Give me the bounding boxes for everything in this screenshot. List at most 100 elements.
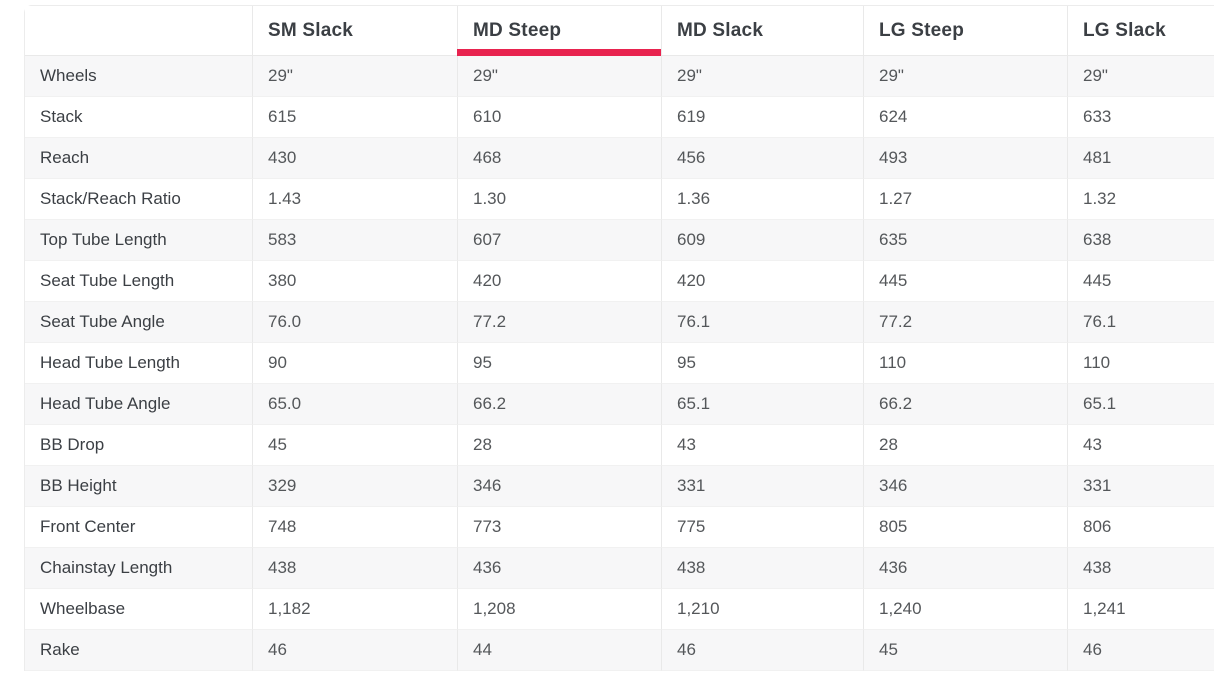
row-label: Wheels xyxy=(25,56,252,97)
cell: 28 xyxy=(863,425,1067,466)
column-header-md-slack[interactable]: MD Slack xyxy=(661,6,863,56)
cell: 29" xyxy=(252,56,457,97)
cell: 748 xyxy=(252,507,457,548)
cell: 46 xyxy=(661,630,863,671)
row-label: Rake xyxy=(25,630,252,671)
cell: 438 xyxy=(1067,548,1214,589)
cell: 430 xyxy=(252,138,457,179)
column-header-sm-slack[interactable]: SM Slack xyxy=(252,6,457,56)
cell: 380 xyxy=(252,261,457,302)
cell: 1.30 xyxy=(457,179,661,220)
cell: 329 xyxy=(252,466,457,507)
cell: 29" xyxy=(661,56,863,97)
cell: 346 xyxy=(457,466,661,507)
cell: 583 xyxy=(252,220,457,261)
cell: 481 xyxy=(1067,138,1214,179)
header-cell-empty xyxy=(25,6,252,56)
cell: 615 xyxy=(252,97,457,138)
table-row: BB Drop 45 28 43 28 43 xyxy=(25,425,1214,466)
cell: 438 xyxy=(252,548,457,589)
row-label: BB Drop xyxy=(25,425,252,466)
cell: 110 xyxy=(863,343,1067,384)
cell: 806 xyxy=(1067,507,1214,548)
cell: 1,182 xyxy=(252,589,457,630)
cell: 609 xyxy=(661,220,863,261)
table-row: Rake 46 44 46 45 46 xyxy=(25,630,1214,671)
cell: 76.0 xyxy=(252,302,457,343)
cell: 1.32 xyxy=(1067,179,1214,220)
column-header-md-steep[interactable]: MD Steep xyxy=(457,6,661,56)
row-label: Reach xyxy=(25,138,252,179)
cell: 29" xyxy=(457,56,661,97)
table-row: Stack/Reach Ratio 1.43 1.30 1.36 1.27 1.32 xyxy=(25,179,1214,220)
cell: 346 xyxy=(863,466,1067,507)
header-row: SM Slack MD Steep MD Slack LG Steep LG S… xyxy=(25,6,1214,56)
cell: 66.2 xyxy=(863,384,1067,425)
table-row: Seat Tube Length 380 420 420 445 445 xyxy=(25,261,1214,302)
cell: 76.1 xyxy=(661,302,863,343)
cell: 1.43 xyxy=(252,179,457,220)
table-row: Wheelbase 1,182 1,208 1,210 1,240 1,241 xyxy=(25,589,1214,630)
cell: 66.2 xyxy=(457,384,661,425)
cell: 493 xyxy=(863,138,1067,179)
cell: 607 xyxy=(457,220,661,261)
table-row: Stack 615 610 619 624 633 xyxy=(25,97,1214,138)
cell: 436 xyxy=(457,548,661,589)
cell: 44 xyxy=(457,630,661,671)
table-row: BB Height 329 346 331 346 331 xyxy=(25,466,1214,507)
cell: 436 xyxy=(863,548,1067,589)
cell: 633 xyxy=(1067,97,1214,138)
cell: 1,208 xyxy=(457,589,661,630)
cell: 46 xyxy=(1067,630,1214,671)
cell: 45 xyxy=(252,425,457,466)
cell: 619 xyxy=(661,97,863,138)
cell: 445 xyxy=(1067,261,1214,302)
cell: 76.1 xyxy=(1067,302,1214,343)
table-row: Seat Tube Angle 76.0 77.2 76.1 77.2 76.1 xyxy=(25,302,1214,343)
table-row: Reach 430 468 456 493 481 xyxy=(25,138,1214,179)
cell: 420 xyxy=(457,261,661,302)
cell: 29" xyxy=(1067,56,1214,97)
geometry-table: SM Slack MD Steep MD Slack LG Steep LG S… xyxy=(25,6,1214,671)
row-label: Wheelbase xyxy=(25,589,252,630)
cell: 468 xyxy=(457,138,661,179)
cell: 45 xyxy=(863,630,1067,671)
row-label: BB Height xyxy=(25,466,252,507)
cell: 438 xyxy=(661,548,863,589)
column-header-lg-slack[interactable]: LG Slack xyxy=(1067,6,1214,56)
cell: 43 xyxy=(1067,425,1214,466)
row-label: Head Tube Length xyxy=(25,343,252,384)
table-row: Top Tube Length 583 607 609 635 638 xyxy=(25,220,1214,261)
table-row: Wheels 29" 29" 29" 29" 29" xyxy=(25,56,1214,97)
cell: 28 xyxy=(457,425,661,466)
table-row: Chainstay Length 438 436 438 436 438 xyxy=(25,548,1214,589)
cell: 110 xyxy=(1067,343,1214,384)
cell: 46 xyxy=(252,630,457,671)
row-label: Stack/Reach Ratio xyxy=(25,179,252,220)
column-header-md-steep-label: MD Steep xyxy=(473,19,562,41)
table-row: Head Tube Angle 65.0 66.2 65.1 66.2 65.1 xyxy=(25,384,1214,425)
cell: 420 xyxy=(661,261,863,302)
cell: 43 xyxy=(661,425,863,466)
row-label: Head Tube Angle xyxy=(25,384,252,425)
table-row: Head Tube Length 90 95 95 110 110 xyxy=(25,343,1214,384)
cell: 805 xyxy=(863,507,1067,548)
row-label: Stack xyxy=(25,97,252,138)
cell: 65.1 xyxy=(1067,384,1214,425)
geometry-comparison-table: SM Slack MD Steep MD Slack LG Steep LG S… xyxy=(24,5,1214,671)
cell: 65.1 xyxy=(661,384,863,425)
table-body: Wheels 29" 29" 29" 29" 29" Stack 615 610 619 624 63… xyxy=(25,56,1214,671)
cell: 77.2 xyxy=(863,302,1067,343)
cell: 95 xyxy=(661,343,863,384)
cell: 635 xyxy=(863,220,1067,261)
cell: 77.2 xyxy=(457,302,661,343)
cell: 1.36 xyxy=(661,179,863,220)
cell: 331 xyxy=(661,466,863,507)
cell: 456 xyxy=(661,138,863,179)
column-header-lg-steep[interactable]: LG Steep xyxy=(863,6,1067,56)
cell: 331 xyxy=(1067,466,1214,507)
cell: 773 xyxy=(457,507,661,548)
cell: 65.0 xyxy=(252,384,457,425)
cell: 1.27 xyxy=(863,179,1067,220)
table-row: Front Center 748 773 775 805 806 xyxy=(25,507,1214,548)
